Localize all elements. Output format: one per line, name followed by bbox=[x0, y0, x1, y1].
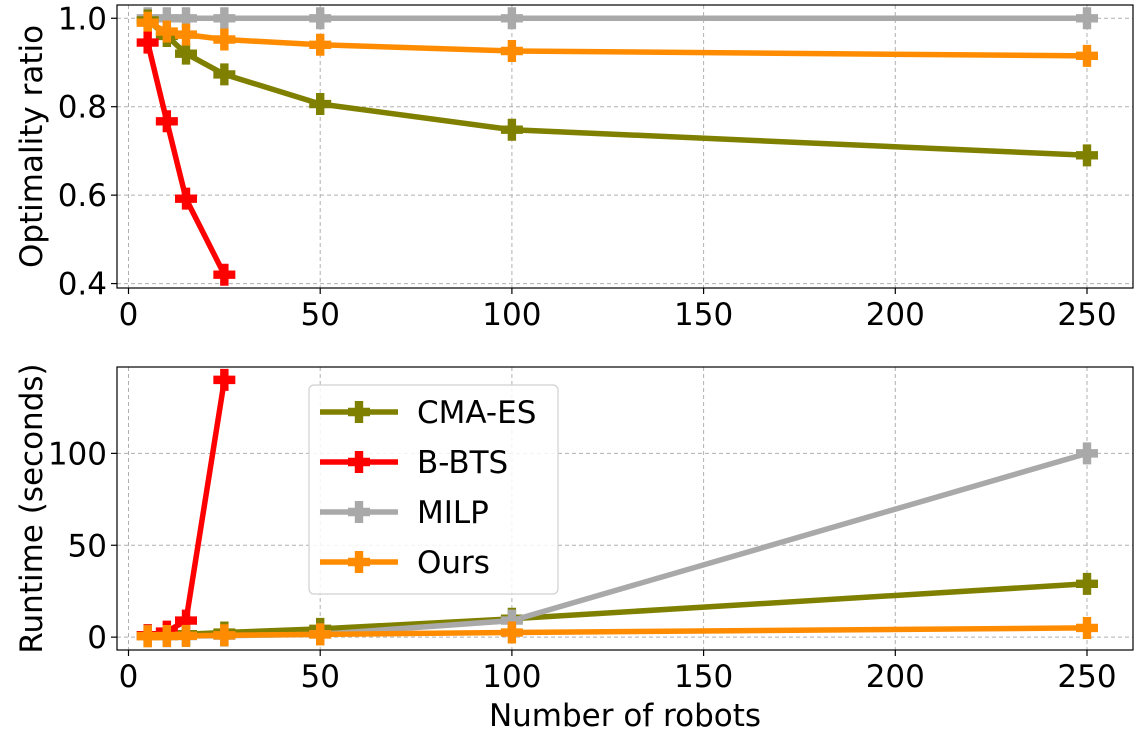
bottom-x-tick-label-50: 50 bbox=[300, 659, 339, 695]
top-y-axis-label: Optimality ratio bbox=[14, 25, 50, 268]
bottom-x-axis-label: Number of robots bbox=[489, 698, 761, 734]
top-x-ticks: 0 50 100 150 200 250 bbox=[119, 288, 1117, 333]
top-x-tick-label-100: 100 bbox=[482, 297, 541, 333]
top-point-cma-es-6 bbox=[1075, 144, 1098, 167]
top-y-tick-label-0: 0.4 bbox=[58, 267, 107, 303]
bottom-y-axis-label: Runtime (seconds) bbox=[14, 363, 50, 653]
top-y-tick-label-3: 1.0 bbox=[58, 1, 107, 37]
bottom-point-milp-6 bbox=[1075, 442, 1098, 465]
bottom-point-ours-5 bbox=[500, 621, 523, 644]
legend-label-b-bts: B-BTS bbox=[417, 445, 508, 481]
top-point-ours-6 bbox=[1075, 44, 1098, 67]
top-y-tick-label-1: 0.6 bbox=[58, 178, 107, 214]
bottom-point-ours-0 bbox=[136, 625, 159, 648]
top-x-tick-label-50: 50 bbox=[300, 297, 339, 333]
bottom-point-b-bts-2 bbox=[175, 609, 198, 632]
top-point-ours-0 bbox=[136, 11, 159, 34]
top-point-cma-es-3 bbox=[213, 63, 236, 86]
top-series-cma-es bbox=[136, 9, 1098, 167]
legend-item-milp: MILP bbox=[320, 495, 489, 531]
bottom-series-b-bts bbox=[136, 368, 236, 647]
bottom-grid bbox=[117, 367, 1133, 650]
top-x-tick-label-250: 250 bbox=[1057, 297, 1116, 333]
top-series-ours bbox=[136, 11, 1098, 67]
legend-label-milp: MILP bbox=[417, 495, 489, 531]
bottom-series bbox=[136, 368, 1098, 648]
top-point-b-bts-1 bbox=[155, 110, 178, 133]
top-point-ours-5 bbox=[500, 39, 523, 62]
bottom-y-tick-label-0: 0 bbox=[87, 620, 107, 656]
top-point-b-bts-3 bbox=[213, 263, 236, 286]
legend-swatch-marker-milp bbox=[348, 501, 370, 523]
bottom-x-tick-label-150: 150 bbox=[674, 659, 733, 695]
top-grid bbox=[117, 5, 1133, 288]
legend-swatch-marker-b-bts bbox=[348, 451, 370, 473]
top-x-tick-label-150: 150 bbox=[674, 297, 733, 333]
bottom-point-ours-1 bbox=[155, 625, 178, 648]
top-point-cma-es-4 bbox=[309, 93, 332, 116]
top-point-milp-6 bbox=[1075, 7, 1098, 30]
legend-swatch-marker-cma-es bbox=[348, 401, 370, 423]
legend: CMA-ES B-BTS MILP Ours bbox=[308, 384, 559, 595]
top-x-tick-label-0: 0 bbox=[119, 297, 139, 333]
top-series bbox=[136, 7, 1098, 286]
top-point-ours-2 bbox=[175, 23, 198, 46]
top-line-ours bbox=[146, 20, 1088, 59]
top-point-milp-5 bbox=[500, 7, 523, 30]
top-point-cma-es-5 bbox=[500, 118, 523, 141]
bottom-point-milp-5 bbox=[500, 609, 523, 632]
top-point-milp-3 bbox=[213, 7, 236, 30]
legend-swatch-marker-ours bbox=[348, 551, 370, 573]
top-y-ticks: 0.4 0.6 0.8 1.0 bbox=[58, 1, 117, 303]
bottom-point-b-bts-3 bbox=[213, 368, 236, 391]
top-point-milp-2 bbox=[175, 7, 198, 30]
top-point-b-bts-2 bbox=[175, 187, 198, 210]
top-point-b-bts-0 bbox=[136, 31, 159, 54]
bottom-y-tick-label-2: 100 bbox=[48, 436, 107, 472]
bottom-x-tick-label-100: 100 bbox=[482, 659, 541, 695]
top-point-ours-1 bbox=[155, 20, 178, 43]
legend-label-cma-es: CMA-ES bbox=[417, 395, 536, 431]
bottom-line-b-bts bbox=[147, 379, 228, 638]
bottom-point-ours-4 bbox=[309, 623, 332, 646]
top-point-ours-4 bbox=[309, 33, 332, 56]
top-point-cma-es-2 bbox=[175, 42, 198, 65]
legend-item-ours: Ours bbox=[320, 545, 490, 581]
bottom-x-ticks: 0 50 100 150 200 250 bbox=[119, 650, 1117, 695]
top-line-b-bts bbox=[145, 41, 227, 276]
legend-item-b-bts: B-BTS bbox=[320, 445, 508, 481]
bottom-plot-frame bbox=[116, 366, 1134, 651]
bottom-point-ours-3 bbox=[213, 624, 236, 647]
top-series-b-bts bbox=[136, 31, 236, 286]
bottom-y-ticks: 0 50 100 bbox=[48, 436, 117, 656]
bottom-x-tick-label-250: 250 bbox=[1057, 659, 1116, 695]
top-point-ours-3 bbox=[213, 28, 236, 51]
top-y-tick-label-2: 0.8 bbox=[58, 90, 107, 126]
top-point-milp-1 bbox=[155, 7, 178, 30]
legend-box bbox=[308, 384, 559, 595]
bottom-point-ours-2 bbox=[175, 624, 198, 647]
bottom-y-tick-label-1: 50 bbox=[68, 528, 107, 564]
bottom-point-cma-es-6 bbox=[1075, 572, 1098, 595]
legend-item-cma-es: CMA-ES bbox=[320, 395, 536, 431]
bottom-point-ours-6 bbox=[1075, 616, 1098, 639]
bottom-x-tick-label-0: 0 bbox=[119, 659, 139, 695]
top-point-milp-4 bbox=[309, 7, 332, 30]
top-plot-frame bbox=[116, 4, 1134, 289]
top-series-milp bbox=[136, 7, 1098, 30]
legend-label-ours: Ours bbox=[417, 545, 490, 581]
bottom-series-ours bbox=[136, 616, 1098, 648]
top-x-tick-label-200: 200 bbox=[866, 297, 925, 333]
bottom-x-tick-label-200: 200 bbox=[866, 659, 925, 695]
